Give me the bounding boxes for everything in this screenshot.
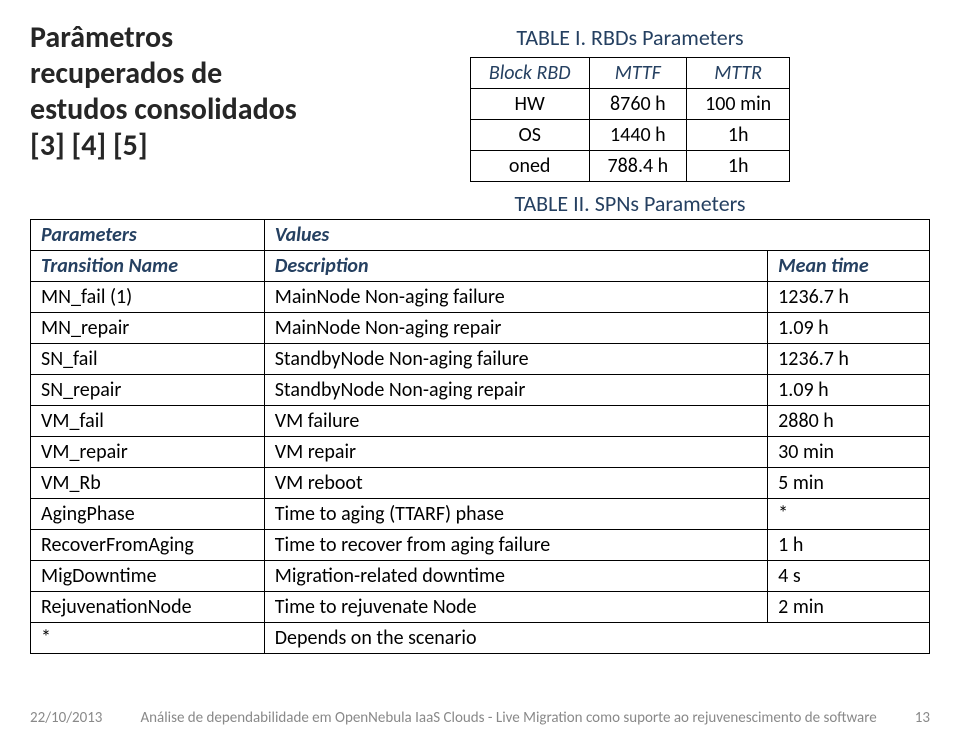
spn-cell: AgingPhase [31, 499, 265, 530]
spn-cell: RecoverFromAging [31, 530, 265, 561]
table1-caption: TABLE I. RBDs Parameters [330, 24, 930, 51]
spn-cell: MigDowntime [31, 561, 265, 592]
rbd-cell: 8760 h [589, 89, 687, 120]
footer-title: Análise de dependabilidade em OpenNebula… [102, 710, 914, 727]
spn-cell: StandbyNode Non-aging failure [264, 344, 767, 375]
spn-cell: 1.09 h [768, 313, 930, 344]
spn-cell: MainNode Non-aging failure [264, 282, 767, 313]
spn-cell: Migration-related downtime [264, 561, 767, 592]
spn-cell: * [768, 499, 930, 530]
spn-cell: MN_repair [31, 313, 265, 344]
rbd-cell: 100 min [687, 89, 790, 120]
spn-subheader: Description [264, 251, 767, 282]
spn-cell: VM_repair [31, 437, 265, 468]
rbd-cell: 1h [687, 151, 790, 182]
spn-cell: 4 s [768, 561, 930, 592]
spn-cell: VM failure [264, 406, 767, 437]
slide-heading: Parâmetros recuperados de estudos consol… [30, 20, 310, 164]
spn-table: Parameters Values Transition Name Descri… [30, 219, 930, 654]
spn-cell: VM_Rb [31, 468, 265, 499]
spn-cell: VM_fail [31, 406, 265, 437]
spn-cell: VM reboot [264, 468, 767, 499]
spn-cell: VM repair [264, 437, 767, 468]
spn-subheader: Mean time [768, 251, 930, 282]
rbd-cell: oned [470, 151, 589, 182]
rbd-table: Block RBD MTTF MTTR HW 8760 h 100 min OS… [470, 57, 790, 182]
spn-cell: 1236.7 h [768, 344, 930, 375]
spn-cell: Time to recover from aging failure [264, 530, 767, 561]
rbd-cell: OS [470, 120, 589, 151]
slide-footer: 22/10/2013 Análise de dependabilidade em… [30, 709, 930, 727]
spn-cell: 5 min [768, 468, 930, 499]
spn-cell: 1 h [768, 530, 930, 561]
rbd-header: Block RBD [470, 58, 589, 89]
spn-cell: 30 min [768, 437, 930, 468]
spn-cell: Time to rejuvenate Node [264, 592, 767, 623]
spn-header: Values [264, 220, 929, 251]
spn-cell: StandbyNode Non-aging repair [264, 375, 767, 406]
spn-cell: Time to aging (TTARF) phase [264, 499, 767, 530]
rbd-cell: 1h [687, 120, 790, 151]
spn-cell: MN_fail (1) [31, 282, 265, 313]
spn-cell: 2880 h [768, 406, 930, 437]
spn-cell: * [31, 623, 265, 654]
spn-cell: MainNode Non-aging repair [264, 313, 767, 344]
spn-cell: 1236.7 h [768, 282, 930, 313]
rbd-header: MTTR [687, 58, 790, 89]
spn-header: Parameters [31, 220, 265, 251]
footer-page-number: 13 [915, 709, 930, 727]
rbd-cell: HW [470, 89, 589, 120]
spn-subheader: Transition Name [31, 251, 265, 282]
spn-cell: SN_repair [31, 375, 265, 406]
rbd-cell: 788.4 h [589, 151, 687, 182]
spn-cell: Depends on the scenario [264, 623, 929, 654]
spn-cell: RejuvenationNode [31, 592, 265, 623]
footer-date: 22/10/2013 [30, 709, 102, 727]
table2-caption: TABLE II. SPNs Parameters [330, 190, 930, 217]
spn-cell: 1.09 h [768, 375, 930, 406]
rbd-header: MTTF [589, 58, 687, 89]
spn-cell: 2 min [768, 592, 930, 623]
spn-cell: SN_fail [31, 344, 265, 375]
rbd-cell: 1440 h [589, 120, 687, 151]
